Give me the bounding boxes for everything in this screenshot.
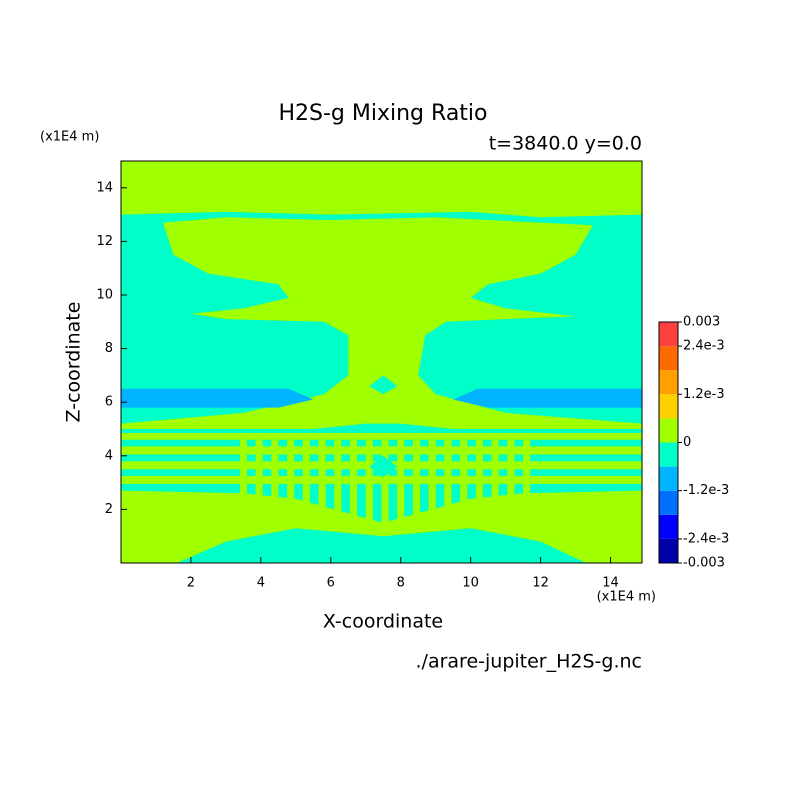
- y-tick-label: 12: [96, 234, 113, 249]
- contour-region: [365, 439, 373, 526]
- colorbar-tick-label: 0.003: [683, 315, 720, 330]
- x-tick-label: 8: [397, 576, 405, 591]
- y-tick-label: 2: [105, 502, 113, 517]
- x-tick-label: 6: [327, 576, 335, 591]
- y-tick-label: 6: [105, 395, 113, 410]
- y-tick-label: 10: [96, 288, 113, 303]
- colorbar-band: [659, 442, 678, 467]
- contour-region: [381, 439, 389, 526]
- contour-region: [413, 439, 420, 526]
- contour-region: [369, 375, 398, 395]
- x-tick-label: 2: [187, 576, 195, 591]
- colorbar-band: [659, 322, 678, 347]
- contour-region: [428, 439, 436, 526]
- y-tick-label: 4: [105, 448, 113, 463]
- colorbar-band: [659, 418, 678, 443]
- colorbar-band: [659, 346, 678, 371]
- contour-region: [318, 439, 326, 526]
- x-tick-label: 14: [602, 576, 619, 591]
- y-unit: (x1E4 m): [40, 130, 99, 145]
- chart-title: H2S-g Mixing Ratio: [278, 101, 487, 126]
- colorbar-band: [659, 370, 678, 395]
- contour-region: [121, 433, 642, 440]
- contour-region: [397, 439, 405, 526]
- contour-region: [121, 388, 314, 408]
- colorbar-tick-label: -1.2e-3: [683, 483, 729, 498]
- colorbar-tick-label: 0: [683, 435, 691, 450]
- colorbar-band: [659, 466, 678, 491]
- colorbar-tick-label: -0.003: [683, 556, 725, 571]
- x-tick-label: 12: [532, 576, 549, 591]
- y-tick-label: 8: [105, 341, 113, 356]
- x-tick-label: 10: [462, 576, 479, 591]
- contour-region: [176, 528, 587, 563]
- x-tick-label: 4: [257, 576, 265, 591]
- contour-region: [121, 161, 642, 218]
- contour-region: [453, 388, 642, 408]
- plot-frame: [120, 160, 643, 564]
- contour-region: [121, 217, 642, 429]
- contour-region: [350, 439, 357, 526]
- colorbar-tick-label: 1.2e-3: [683, 387, 725, 402]
- chart-subtitle: t=3840.0 y=0.0: [489, 133, 642, 155]
- contour-region: [369, 455, 398, 478]
- y-tick-label: 14: [96, 180, 113, 195]
- colorbar-band: [659, 538, 678, 563]
- y-axis-label: Z-coordinate: [63, 302, 85, 423]
- colorbar-band: [659, 514, 678, 539]
- x-axis-label: X-coordinate: [323, 611, 443, 633]
- file-label: ./arare-jupiter_H2S-g.nc: [416, 651, 642, 673]
- colorbar-band: [659, 394, 678, 419]
- x-unit: (x1E4 m): [597, 590, 656, 605]
- contour-region: [334, 439, 342, 526]
- colorbar-tick-label: 2.4e-3: [683, 339, 725, 354]
- colorbar-tick-label: -2.4e-3: [683, 531, 729, 546]
- colorbar-band: [659, 490, 678, 515]
- contour-region: [444, 439, 452, 526]
